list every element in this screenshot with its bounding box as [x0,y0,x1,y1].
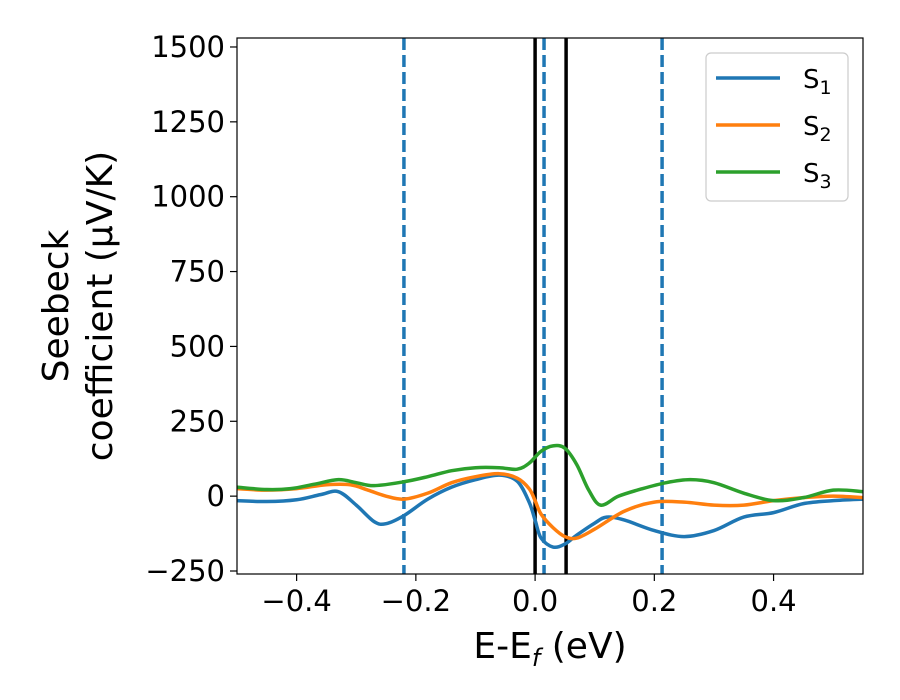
series-line-s2 [237,471,863,541]
y-axis-title-line1: Seebeck [36,229,77,382]
y-tick-label: 1500 [151,30,225,64]
y-axis: −250 0 250 500 750 1000 1250 1500 [145,30,237,588]
plot-frame [236,37,864,575]
x-tick-label: 0.0 [512,584,558,618]
reference-lines [402,38,664,574]
series-line-s3 [237,443,863,507]
y-axis-title-line2: coefficient (μV/K) [80,151,121,461]
x-tick-label: 0.4 [751,584,797,618]
y-axis-title: Seebeck coefficient (μV/K) [36,151,121,461]
series-lines [237,443,863,550]
legend-label-s1: S1 [803,65,832,99]
x-tick-label: −0.4 [261,584,331,618]
y-tick-label: 0 [207,479,225,513]
y-tick-label: 1000 [151,180,225,214]
legend: S1 S2 S3 [705,52,849,202]
x-tick-label: 0.2 [631,584,677,618]
y-tick-label: 1250 [151,105,225,139]
y-tick-label: 250 [170,404,225,438]
x-axis: −0.4 −0.2 0.0 0.2 0.4 [261,574,797,618]
series-line-s1 [237,473,863,550]
legend-label-s2: S2 [803,112,832,146]
legend-box [705,52,849,202]
x-tick-label: −0.2 [381,584,451,618]
x-axis-title: E-Ef (eV) [473,626,626,672]
y-tick-label: −250 [145,554,225,588]
legend-label-s3: S3 [803,159,832,193]
y-tick-label: 500 [170,329,225,363]
y-tick-label: 750 [170,255,225,289]
